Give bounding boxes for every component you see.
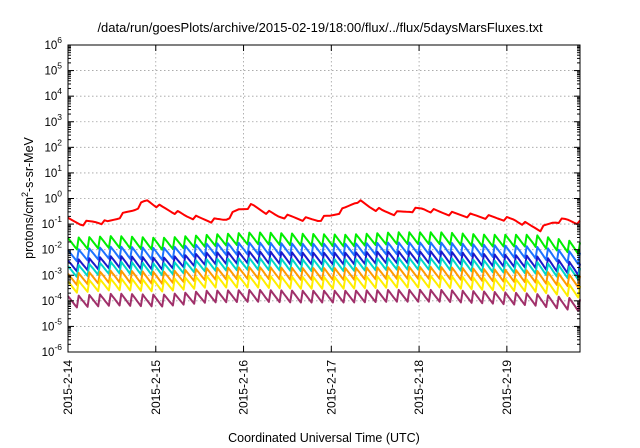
y-tick-label: 10-5 [42, 316, 63, 333]
y-tick-label: 102 [44, 137, 62, 154]
chart-title: /data/run/goesPlots/archive/2015-02-19/1… [97, 20, 543, 35]
y-tick-label: 10-1 [42, 214, 63, 231]
y-tick-label: 10-6 [42, 342, 63, 359]
x-tick-label: 2015-2-19 [500, 360, 514, 415]
series-line-3 [67, 250, 581, 276]
series-layer [67, 199, 581, 312]
tick-layer: 10-6 10-5 10-4 10-3 10-2 10-1 100 101 102 103 104 1… [42, 35, 580, 415]
x-tick-label: 2015-2-17 [324, 360, 338, 415]
y-tick-label: 10-3 [42, 265, 63, 282]
series-line-1 [67, 231, 581, 255]
y-tick-label: 103 [44, 112, 62, 129]
y-tick-label: 104 [44, 86, 62, 103]
y-tick-label: 106 [44, 35, 62, 52]
y-tick-label: 101 [44, 163, 62, 180]
series-line-7 [67, 288, 581, 312]
y-tick-label: 10-2 [42, 240, 63, 257]
x-tick-label: 2015-2-18 [412, 360, 426, 415]
y-tick-label: 10-4 [42, 291, 63, 308]
x-tick-label: 2015-2-15 [149, 360, 163, 415]
y-tick-label: 105 [44, 61, 62, 78]
x-axis-label: Coordinated Universal Time (UTC) [228, 431, 420, 445]
y-axis-label: protons/cm2-s-sr-MeV [20, 136, 36, 258]
series-line-4 [67, 256, 581, 281]
series-line-5 [67, 266, 581, 289]
x-tick-label: 2015-2-14 [61, 360, 75, 415]
series-line-6 [67, 274, 581, 299]
grid-layer [68, 45, 580, 352]
x-tick-label: 2015-2-16 [237, 360, 251, 415]
y-tick-label: 100 [44, 189, 62, 206]
series-line-2 [67, 241, 581, 266]
series-line-0 [67, 199, 581, 233]
